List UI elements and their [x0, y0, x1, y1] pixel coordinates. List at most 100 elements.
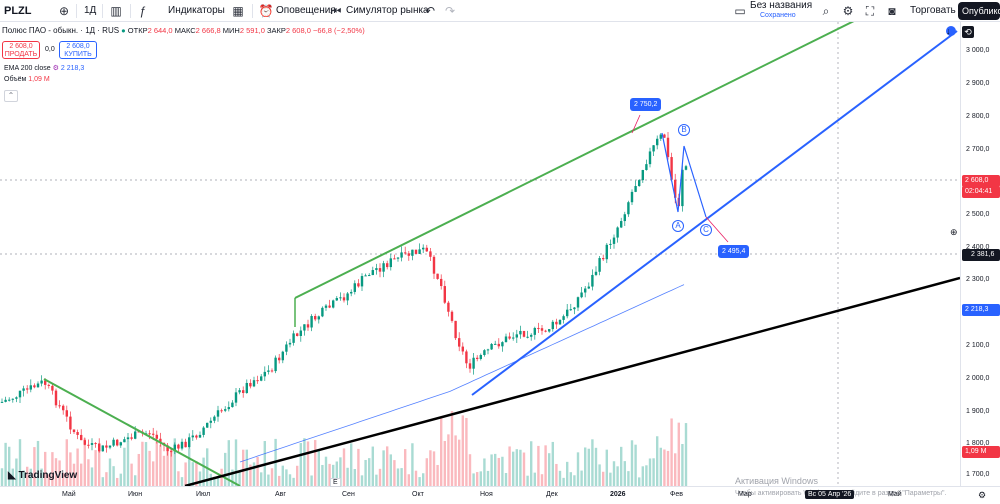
volume-bar: [648, 458, 652, 486]
volume-bar: [411, 443, 414, 486]
candle-body: [375, 268, 378, 271]
fullscreen-icon[interactable]: ⛶: [865, 4, 875, 18]
indicators-button[interactable]: Индикаторы: [168, 5, 225, 16]
layout-name[interactable]: Без названия Сохранено: [750, 1, 812, 20]
candle-body: [339, 297, 342, 299]
volume-bar: [472, 473, 475, 486]
wave-b-marker[interactable]: B: [678, 124, 690, 136]
volume-bar: [368, 458, 371, 486]
ema-settings-icon[interactable]: ⚙: [52, 65, 61, 72]
volume-bar: [0, 468, 4, 486]
volume-bar: [51, 452, 54, 486]
crosshair-price-tag: 2 381,6: [962, 249, 1000, 261]
alert-icon[interactable]: ⏰: [258, 4, 274, 18]
quick-search-icon[interactable]: ⌕: [822, 4, 830, 18]
indicators-icon[interactable]: ƒ: [139, 4, 147, 18]
ema-legend[interactable]: EMA 200 close ⚙ 2 218,3: [4, 64, 84, 72]
candle-body: [432, 256, 436, 274]
time-label: Окт: [412, 491, 424, 498]
high-value: 2 666,8: [195, 26, 221, 35]
publish-button[interactable]: Опубликовать: [958, 2, 1000, 20]
price-label: 2 100,0: [966, 342, 990, 349]
candle-body: [670, 157, 673, 180]
volume-bar: [159, 444, 162, 486]
candle-body: [249, 382, 252, 387]
add-alert-icon[interactable]: ⊕: [950, 227, 958, 237]
candle-body: [634, 186, 637, 192]
volume-bar: [580, 470, 583, 486]
candle-body: [166, 445, 169, 452]
compare-icon[interactable]: ⊕: [58, 4, 70, 18]
candle-body: [497, 343, 500, 347]
volume-bar: [371, 446, 374, 486]
buy-button[interactable]: 2 608,0 КУПИТЬ: [59, 41, 97, 59]
instrument-title[interactable]: Полюс ПАО - обыкн. · 1Д · RUS: [2, 26, 120, 35]
top-price-callout[interactable]: 2 750,2: [630, 98, 662, 111]
candle-body: [159, 438, 162, 443]
interval-button[interactable]: 1Д: [84, 5, 97, 16]
candle-body: [65, 410, 68, 417]
chart-canvas[interactable]: [0, 17, 961, 488]
change-value: −66,8 (−2,50%): [313, 26, 365, 35]
candle-body: [378, 268, 382, 272]
bar-style-icon[interactable]: ▥: [110, 4, 122, 18]
volume-bar: [137, 453, 140, 486]
target-price-callout[interactable]: 2 495,4: [718, 245, 750, 258]
candle-body: [551, 321, 554, 330]
wave-c-marker[interactable]: C: [700, 224, 712, 236]
candle-body: [587, 286, 590, 289]
alerts-button[interactable]: Оповещения: [276, 5, 336, 16]
candle-body: [472, 357, 475, 369]
volume-bar: [432, 451, 436, 486]
market-status-icon: ●: [121, 26, 128, 35]
volume-bar: [407, 474, 410, 486]
settings-icon[interactable]: ⚙: [842, 4, 854, 18]
volume-bar: [162, 455, 166, 486]
candle-body: [62, 405, 65, 411]
collapse-legend-icon[interactable]: ⌃: [4, 90, 18, 102]
redo-icon[interactable]: ↷: [444, 4, 456, 18]
wave-a-marker[interactable]: A: [672, 220, 684, 232]
volume-bar: [256, 456, 259, 486]
sell-label: ПРОДАТЬ: [4, 51, 38, 58]
candle-body: [533, 327, 536, 335]
chart-pane[interactable]: [0, 17, 961, 488]
volume-bar: [87, 459, 90, 486]
volume-bar: [188, 448, 191, 486]
events-marker-icon[interactable]: E: [330, 478, 341, 487]
candle-body: [231, 402, 234, 408]
buy-label: КУПИТЬ: [64, 51, 92, 58]
undo-icon[interactable]: ↶: [424, 4, 436, 18]
candle-body: [54, 390, 58, 406]
replay-icon[interactable]: ⏮: [330, 4, 342, 18]
price-scale[interactable]: 3 000,0 2 900,0 2 800,0 2 700,0 2 500,0 …: [960, 22, 1000, 486]
candle-body: [256, 380, 259, 382]
candle-body: [346, 293, 349, 301]
camera-icon[interactable]: ◙: [888, 4, 896, 18]
trade-button[interactable]: Торговать: [910, 5, 956, 16]
scroll-down-icon[interactable]: ↓: [946, 26, 951, 36]
candle-body: [382, 263, 385, 272]
replay-button[interactable]: Симулятор рынка: [346, 5, 429, 16]
volume-bar: [69, 452, 72, 486]
sell-button[interactable]: 2 608,0 ПРОДАТЬ: [2, 41, 40, 59]
sell-price: 2 608,0: [9, 43, 33, 50]
volume-legend[interactable]: Объём 1,09 M: [4, 76, 50, 83]
templates-icon[interactable]: ▦: [232, 4, 244, 18]
volume-bar: [540, 474, 544, 486]
volume-bar: [360, 475, 364, 486]
time-axis[interactable]: Май Июн Июл Авг Сен Окт Ноя Дек 2026 Фев…: [0, 478, 1000, 504]
volume-bar: [645, 465, 648, 486]
candle-body: [263, 371, 266, 377]
chart-settings-icon[interactable]: ⚙: [978, 490, 987, 500]
separator: [130, 4, 131, 18]
symbol-search[interactable]: PLZL: [4, 5, 32, 17]
price-label: 3 000,0: [966, 47, 990, 54]
layout-icon[interactable]: ▭: [734, 4, 746, 18]
volume-bar: [310, 475, 313, 486]
volume-bar: [440, 417, 443, 486]
auto-scale-icon[interactable]: ⟲: [962, 26, 974, 38]
candle-body: [288, 342, 292, 345]
candle-body: [184, 441, 187, 448]
volume-bar: [605, 449, 608, 486]
